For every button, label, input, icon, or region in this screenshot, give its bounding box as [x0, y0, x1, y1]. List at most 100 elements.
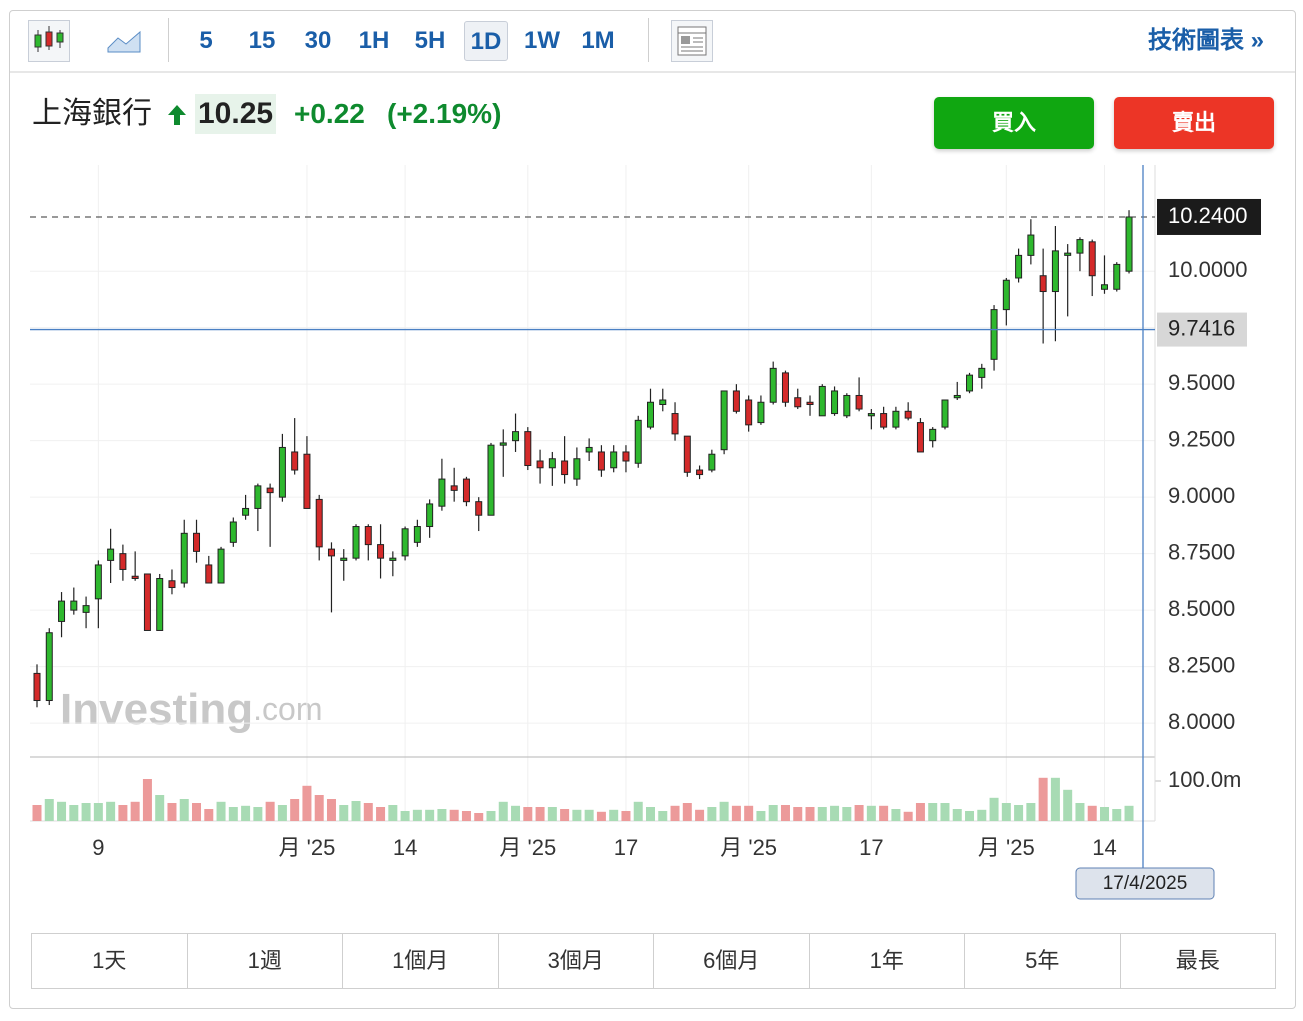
- candle-body: [573, 458, 581, 480]
- volume-bar: [106, 801, 116, 821]
- separator: [648, 18, 649, 62]
- volume-bar: [216, 801, 226, 821]
- candle-body: [291, 451, 299, 471]
- candle-body: [303, 453, 311, 509]
- candle-body: [94, 564, 102, 600]
- volume-bar: [1112, 809, 1122, 821]
- period-button[interactable]: 6個月: [653, 934, 809, 988]
- volume-bar: [915, 803, 925, 821]
- candle-body: [548, 458, 556, 469]
- period-button[interactable]: 3個月: [497, 934, 654, 988]
- volume-bar: [1001, 803, 1011, 821]
- volume-bar: [81, 803, 91, 821]
- period-button[interactable]: 1週: [186, 934, 343, 988]
- interval-button[interactable]: 5H: [414, 27, 446, 54]
- change: +0.22: [294, 98, 365, 129]
- candle-body: [413, 526, 421, 543]
- candle-body: [438, 478, 446, 507]
- candle-body: [769, 367, 777, 403]
- y-tick-label: 8.2500: [1168, 652, 1235, 677]
- volume-bar: [596, 811, 606, 821]
- line-icon[interactable]: [106, 26, 142, 56]
- technical-chart-link[interactable]: 技術圖表 »: [1148, 27, 1265, 54]
- volume-bar: [952, 809, 962, 821]
- volume-bar: [817, 807, 827, 821]
- volume-bar: [940, 803, 950, 821]
- candle-body: [1064, 252, 1072, 256]
- volume-bar: [1014, 805, 1024, 821]
- volume-bar: [842, 807, 852, 821]
- candle-body: [450, 485, 458, 491]
- candle-body: [610, 451, 618, 469]
- volume-bar: [388, 805, 398, 821]
- volume-bar: [412, 809, 422, 821]
- candle-body: [781, 372, 789, 403]
- candle-body: [193, 532, 201, 552]
- period-bar: 1天 1週 1個月 3個月 6個月 1年 5年 最長: [31, 933, 1276, 989]
- sell-button[interactable]: 賣出: [1114, 97, 1274, 149]
- interval-button[interactable]: 15: [248, 27, 276, 54]
- candle-body: [45, 632, 53, 702]
- interval-button[interactable]: 5: [199, 27, 213, 54]
- crosshair-label: 9.7416: [1168, 315, 1235, 340]
- watermark: Investing.com: [60, 685, 323, 734]
- candle-body: [327, 548, 335, 557]
- interval-button[interactable]: 1W: [524, 27, 560, 54]
- candle-body: [1100, 284, 1108, 290]
- volume-bar: [32, 805, 42, 821]
- layout-icon[interactable]: [671, 20, 713, 62]
- volume-bar: [1038, 777, 1048, 821]
- volume-bar: [793, 807, 803, 821]
- candle-body: [634, 419, 642, 464]
- candle-body: [266, 487, 274, 494]
- interval-button[interactable]: 1H: [358, 27, 390, 54]
- candle-body: [708, 453, 716, 471]
- candle-body: [107, 548, 115, 561]
- interval-button[interactable]: 30: [304, 27, 332, 54]
- volume-tick-label: 100.0m: [1168, 767, 1241, 792]
- volume-bar: [658, 811, 668, 821]
- interval-button[interactable]: 1D: [464, 21, 508, 61]
- candle-body: [990, 309, 998, 360]
- period-button[interactable]: 1天: [92, 948, 127, 973]
- y-tick-label: 9.0000: [1168, 483, 1235, 508]
- volume-bar: [326, 799, 336, 821]
- volume-bar: [204, 809, 214, 821]
- volume-bar: [498, 801, 508, 821]
- volume-bar: [609, 809, 619, 821]
- volume-bar: [339, 805, 349, 821]
- x-tick-label: 月 '25: [978, 835, 1035, 860]
- candle-body: [1015, 254, 1023, 279]
- last-price-label: 10.2400: [1168, 203, 1248, 228]
- candle-body: [377, 544, 385, 559]
- period-button[interactable]: 5年: [964, 934, 1120, 988]
- period-button[interactable]: 1個月: [342, 934, 498, 988]
- candle-body: [58, 600, 66, 622]
- volume-bar: [241, 805, 251, 821]
- candle-body: [720, 390, 728, 451]
- candle-body: [205, 564, 213, 584]
- volume-bar: [69, 805, 79, 821]
- candle-icon[interactable]: [28, 20, 70, 62]
- candle-body: [364, 526, 372, 546]
- volume-bar: [621, 811, 631, 821]
- candle-body: [1076, 239, 1084, 254]
- candle-body: [880, 413, 888, 428]
- candle-body: [647, 401, 654, 428]
- candle-body: [659, 399, 667, 406]
- period-button[interactable]: 最長: [1119, 934, 1276, 988]
- volume-bar: [253, 807, 263, 821]
- candle-body: [119, 553, 127, 570]
- y-tick-label: 9.5000: [1168, 370, 1235, 395]
- candle-body: [278, 446, 286, 498]
- x-tick-label: 17: [859, 835, 883, 860]
- volume-bar: [866, 805, 876, 821]
- period-button[interactable]: 1年: [808, 934, 965, 988]
- candle-body: [315, 498, 323, 548]
- candle-body: [70, 600, 78, 611]
- buy-button[interactable]: 買入: [934, 97, 1094, 149]
- y-tick-label: 8.0000: [1168, 709, 1235, 734]
- interval-button[interactable]: 1M: [581, 27, 615, 54]
- volume-bar: [277, 805, 287, 821]
- x-tick-label: 14: [1092, 835, 1116, 860]
